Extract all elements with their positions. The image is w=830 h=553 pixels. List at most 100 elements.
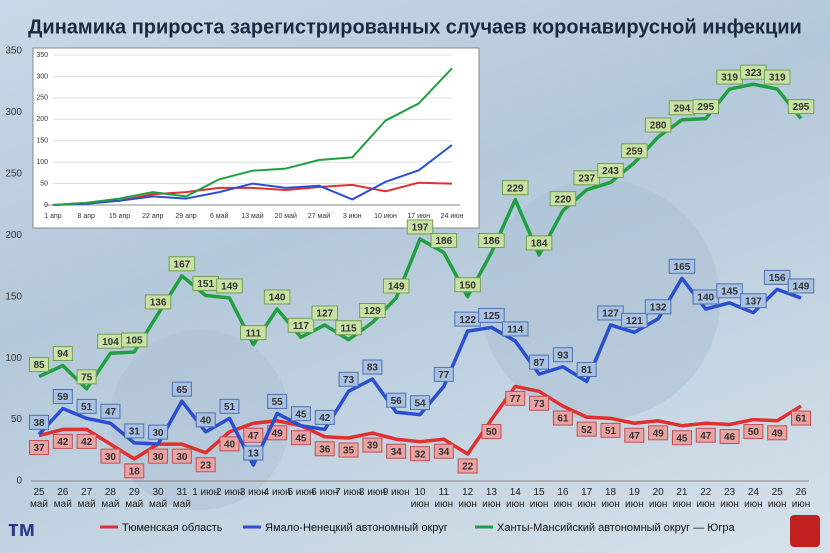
data-label-box xyxy=(454,277,481,293)
data-label-box xyxy=(362,437,383,453)
y-tick-label: 300 xyxy=(5,107,22,118)
data-label-box xyxy=(100,448,121,464)
data-label: 51 xyxy=(224,402,236,413)
data-label: 149 xyxy=(388,282,405,293)
data-label-box xyxy=(668,258,696,274)
data-label: 61 xyxy=(557,414,569,425)
data-label-box xyxy=(314,441,335,457)
x-tick-label: 10 июн xyxy=(410,487,430,510)
data-label-box xyxy=(362,359,383,375)
y-tick-label: 200 xyxy=(5,230,22,241)
data-label-box xyxy=(791,410,811,426)
data-label-box xyxy=(171,448,192,464)
data-label: 319 xyxy=(769,73,786,84)
data-label: 323 xyxy=(745,68,762,79)
data-label-box xyxy=(290,430,311,446)
x-tick-label: 30 май xyxy=(149,487,168,510)
coat-of-arms xyxy=(790,515,820,547)
data-label: 42 xyxy=(319,413,331,424)
data-label-box xyxy=(76,398,97,414)
data-label-box xyxy=(457,458,478,474)
data-label-box xyxy=(267,393,288,409)
data-label: 49 xyxy=(772,428,784,439)
data-label: 50 xyxy=(486,427,498,438)
data-label-box xyxy=(335,320,362,336)
data-label: 150 xyxy=(459,280,476,291)
legend-label: Ханты-Мансийский автономный округ — Югра xyxy=(497,522,736,534)
data-label: 47 xyxy=(700,431,712,442)
data-label-box xyxy=(243,445,264,461)
data-label-box xyxy=(219,398,240,414)
data-label: 127 xyxy=(316,309,333,320)
data-label: 280 xyxy=(650,121,667,132)
data-label-box xyxy=(338,442,359,458)
data-label-box xyxy=(124,423,145,439)
x-tick-label: 15 апр xyxy=(109,213,130,220)
data-label-box xyxy=(597,162,624,178)
data-label-box xyxy=(478,232,505,248)
data-label: 121 xyxy=(626,316,643,327)
data-label-box xyxy=(505,390,526,406)
y-tick-label: 250 xyxy=(5,168,22,179)
data-label-box xyxy=(359,303,386,319)
x-tick-label: 8 апр xyxy=(78,213,96,220)
data-label: 149 xyxy=(221,282,238,293)
data-label-box xyxy=(195,412,216,428)
data-label: 40 xyxy=(224,439,236,450)
data-label: 77 xyxy=(438,370,450,381)
data-label: 30 xyxy=(153,428,165,439)
x-tick-label: 24 июн xyxy=(441,213,464,220)
series-line xyxy=(52,144,453,206)
data-label-box xyxy=(29,414,49,430)
data-label: 94 xyxy=(57,349,69,360)
x-tick-label: 17 июн xyxy=(577,487,596,510)
data-label-box xyxy=(481,424,502,440)
data-label-box xyxy=(386,392,407,408)
data-label-box xyxy=(100,403,121,419)
data-label: 111 xyxy=(246,328,262,339)
background-virus xyxy=(480,180,720,420)
x-tick-label: 3 июн xyxy=(343,213,362,220)
data-label-box xyxy=(410,446,430,462)
data-label: 149 xyxy=(793,282,810,293)
data-label-box xyxy=(576,421,597,437)
x-tick-label: 4 июн xyxy=(263,487,291,498)
data-label: 47 xyxy=(105,407,117,418)
data-label: 295 xyxy=(697,102,714,113)
data-label-box xyxy=(433,443,454,459)
data-label-box xyxy=(648,425,669,441)
y-tick-label: 250 xyxy=(36,95,48,102)
data-label-box xyxy=(787,278,815,294)
data-label-box xyxy=(644,299,672,315)
chart-title: Динамика прироста зарегистрированных слу… xyxy=(28,16,802,38)
data-label: 36 xyxy=(319,444,331,455)
x-tick-label: 25 июн xyxy=(767,487,787,510)
data-label-box xyxy=(263,289,291,305)
series-line xyxy=(52,67,453,206)
data-label: 83 xyxy=(367,363,379,374)
data-label: 46 xyxy=(724,432,736,443)
data-label: 115 xyxy=(340,323,357,334)
data-label-box xyxy=(338,371,359,387)
data-label: 37 xyxy=(33,443,45,454)
x-tick-label: 22 апр xyxy=(142,213,163,220)
x-tick-label: 19 июн xyxy=(625,487,644,510)
data-label-box xyxy=(767,425,788,441)
data-label-box xyxy=(576,361,597,377)
data-label-box xyxy=(552,410,573,426)
data-label: 85 xyxy=(33,360,45,371)
data-label-box xyxy=(314,409,335,425)
data-label-box xyxy=(410,395,430,411)
data-label: 50 xyxy=(748,427,760,438)
y-tick-label: 150 xyxy=(5,291,22,302)
x-tick-label: 1 июн xyxy=(192,487,220,498)
data-label: 197 xyxy=(412,223,429,234)
x-tick-label: 26 май xyxy=(53,487,72,510)
x-tick-label: 1 апр xyxy=(44,213,62,220)
data-label: 129 xyxy=(364,306,381,317)
data-label-box xyxy=(52,433,73,449)
data-label: 105 xyxy=(126,336,143,347)
data-label: 220 xyxy=(555,194,572,205)
